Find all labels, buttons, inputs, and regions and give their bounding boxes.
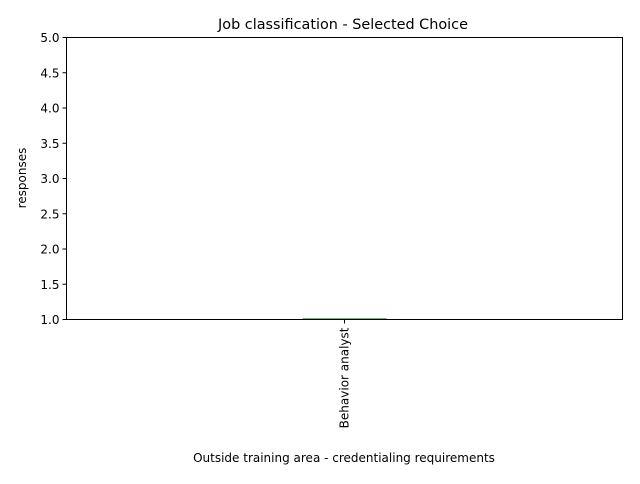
bar-behavior-analyst	[302, 318, 387, 320]
x-axis-ticks: Behavior analyst	[338, 319, 352, 428]
y-axis-ticks: 1.0 1.5 2.0 2.5 3.0 3.5 4.0 4.5 5.0	[40, 31, 67, 327]
y-tick-label: 2.0	[40, 243, 59, 257]
y-tick-label: 1.0	[40, 313, 59, 327]
chart-title: Job classification - Selected Choice	[217, 17, 468, 33]
y-axis-label: responses	[15, 148, 29, 209]
plot-frame	[66, 37, 623, 320]
y-tick-label: 3.0	[40, 172, 59, 186]
y-tick-label: 3.5	[40, 137, 59, 151]
y-tick-label: 1.5	[40, 278, 59, 292]
bars	[302, 318, 387, 320]
x-axis-label: Outside training area - credentialing re…	[193, 451, 495, 465]
y-tick-label: 2.5	[40, 207, 59, 221]
y-tick-label: 4.5	[40, 66, 59, 80]
x-tick-label: Behavior analyst	[338, 327, 352, 428]
y-tick-label: 4.0	[40, 102, 59, 116]
y-tick-label: 5.0	[40, 31, 59, 45]
